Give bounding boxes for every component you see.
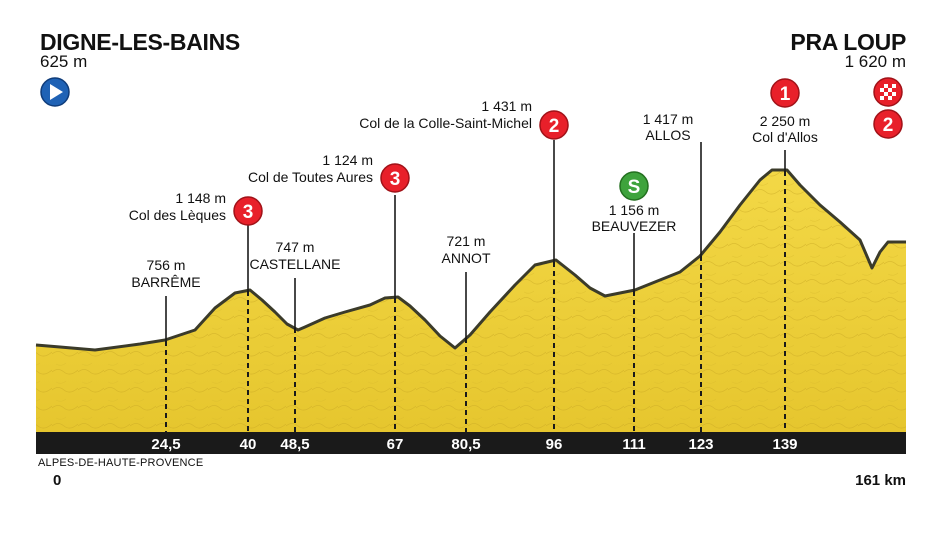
axis-km-label: 123 xyxy=(688,436,713,453)
marker-place-name: ALLOS xyxy=(645,127,690,143)
marker-place-name: Col d'Allos xyxy=(752,129,818,145)
axis-km-label: 139 xyxy=(772,436,797,453)
marker-place-name: BEAUVEZER xyxy=(592,218,677,234)
distance-end-label: 161 km xyxy=(855,472,906,489)
marker-altitude: 2 250 m xyxy=(760,113,811,129)
marker-place-name: ANNOT xyxy=(442,250,491,266)
marker-altitude: 1 156 m xyxy=(609,202,660,218)
axis-km-label: 67 xyxy=(387,436,404,453)
start-town-name: DIGNE-LES-BAINS xyxy=(40,29,240,55)
distance-axis-bar xyxy=(36,432,906,454)
marker-altitude: 1 431 m xyxy=(481,98,532,114)
marker-altitude: 1 417 m xyxy=(643,111,694,127)
finish-flag-icon xyxy=(880,84,896,100)
marker-place-name: Col des Lèques xyxy=(129,207,226,223)
marker-altitude: 747 m xyxy=(276,239,315,255)
start-arrow-icon xyxy=(50,84,63,100)
region-label: ALPES-DE-HAUTE-PROVENCE xyxy=(38,457,204,469)
start-altitude: 625 m xyxy=(40,52,88,71)
distance-start-label: 0 xyxy=(53,472,62,489)
finish-climb-category: 2 xyxy=(883,115,894,136)
finish-town-name: PRA LOUP xyxy=(790,29,906,55)
marker-place-name: Col de Toutes Aures xyxy=(248,169,373,185)
finish-altitude: 1 620 m xyxy=(844,52,906,71)
terrain-texture xyxy=(36,170,906,432)
sprint-badge-icon xyxy=(619,171,649,201)
axis-km-label: 24,5 xyxy=(151,436,180,453)
marker-altitude: 721 m xyxy=(447,233,486,249)
badge-label: 3 xyxy=(390,169,401,190)
badge-label: 2 xyxy=(549,116,560,137)
marker-place-name: BARRÊME xyxy=(131,274,200,290)
terrain-ridge-edge xyxy=(35,168,906,352)
marker-place-name: Col de la Colle-Saint-Michel xyxy=(359,115,532,131)
climb-category-badge-icon xyxy=(539,110,569,140)
marker-altitude: 1 124 m xyxy=(322,152,373,168)
category-2-climb-icon: 2 xyxy=(873,109,903,139)
axis-km-label: 96 xyxy=(546,436,563,453)
marker-place-name: CASTELLANE xyxy=(249,256,340,272)
badge-label: S xyxy=(628,177,641,198)
climb-category-badge-icon xyxy=(380,163,410,193)
marker-altitude: 756 m xyxy=(147,257,186,273)
climb-category-badge-icon xyxy=(233,196,263,226)
finish-flag-badge xyxy=(873,77,903,107)
start-badge xyxy=(40,77,70,107)
axis-km-label: 80,5 xyxy=(451,436,480,453)
axis-km-label: 40 xyxy=(240,436,257,453)
climb-category-badge-icon xyxy=(770,78,800,108)
marker-altitude: 1 148 m xyxy=(175,190,226,206)
axis-km-label: 48,5 xyxy=(280,436,309,453)
badge-label: 3 xyxy=(243,202,254,223)
axis-km-label: 111 xyxy=(622,436,645,453)
badge-label: 1 xyxy=(780,84,791,105)
